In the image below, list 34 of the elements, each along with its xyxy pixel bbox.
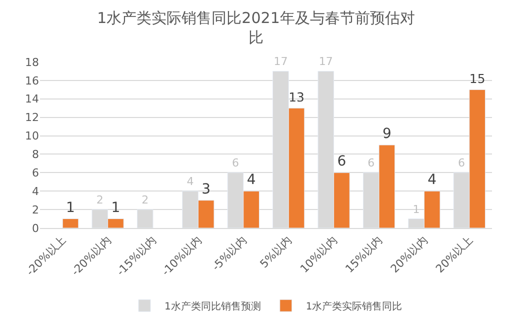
- y-tick-label: 14: [25, 92, 39, 106]
- y-tick-label: 6: [32, 166, 39, 180]
- data-label: 4: [186, 175, 194, 188]
- data-label: 1: [66, 200, 75, 216]
- y-tick-label: 0: [32, 222, 39, 235]
- data-label: 2: [142, 194, 149, 207]
- x-tick-label: -5%以内: [210, 234, 250, 274]
- y-tick-label: 10: [25, 130, 39, 143]
- y-tick-label: 12: [25, 111, 39, 124]
- data-label: 13: [288, 90, 304, 105]
- data-label: 3: [202, 181, 211, 198]
- data-label: 2: [96, 194, 104, 207]
- data-label: 1: [412, 202, 420, 216]
- legend-label: 1水产类实际销售同比: [306, 300, 402, 312]
- x-tick-label: 5%以内: [258, 234, 295, 271]
- data-label: 15: [469, 71, 486, 86]
- data-label: 6: [232, 156, 239, 170]
- data-label: 17: [274, 55, 288, 68]
- data-label: 4: [428, 172, 437, 188]
- y-tick-label: 16: [25, 74, 39, 88]
- data-label: 1: [111, 200, 120, 216]
- bar: [62, 218, 79, 228]
- y-tick-label: 4: [32, 184, 39, 198]
- data-label: 17: [318, 55, 333, 68]
- y-tick-label: 8: [32, 148, 39, 162]
- data-label: 6: [458, 156, 465, 170]
- data-label: 9: [382, 126, 392, 142]
- y-tick-label: 18: [25, 56, 39, 69]
- data-label: 6: [368, 156, 375, 170]
- y-tick-label: 2: [32, 203, 39, 216]
- data-label: 4: [246, 172, 256, 188]
- data-label: 6: [337, 154, 346, 170]
- legend-label: 1水产类同比销售预测: [164, 300, 261, 312]
- chart-title: 1水产类实际销售同比2021年及与春节前预估对比: [97, 9, 415, 47]
